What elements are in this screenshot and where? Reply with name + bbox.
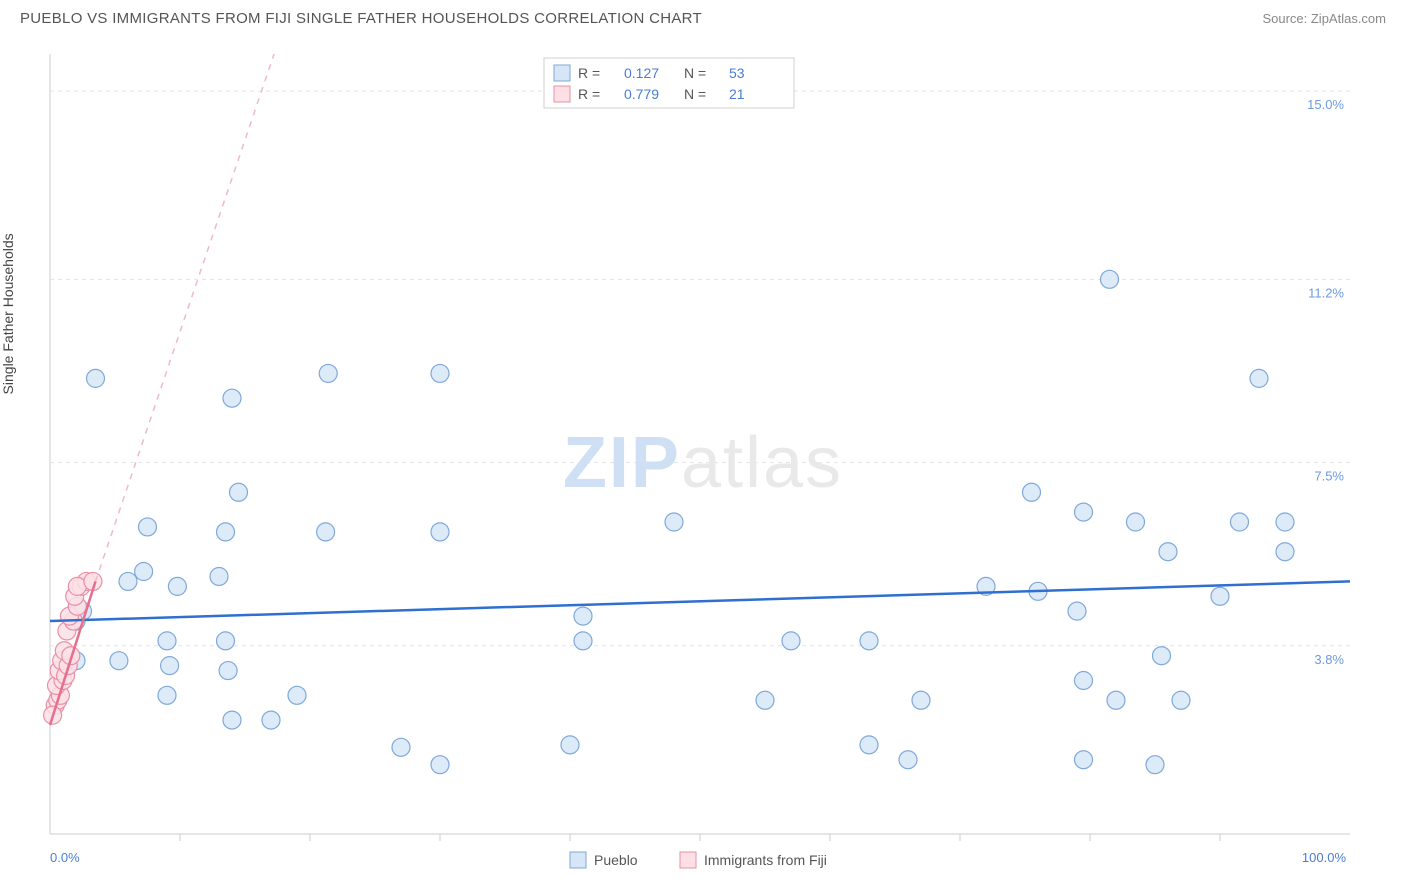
pueblo-point — [1153, 647, 1171, 665]
chart-container: Single Father Households ZIPatlas 3.8%7.… — [0, 42, 1406, 892]
pueblo-point — [1075, 503, 1093, 521]
stats-swatch-pueblo — [554, 65, 570, 81]
stats-swatch-fiji — [554, 86, 570, 102]
fiji-trendline-dashed — [96, 54, 275, 581]
pueblo-point — [1107, 691, 1125, 709]
pueblo-point — [217, 523, 235, 541]
pueblo-point — [431, 364, 449, 382]
pueblo-point — [899, 751, 917, 769]
stats-fiji-r: 0.779 — [624, 86, 659, 102]
pueblo-point — [262, 711, 280, 729]
pueblo-point — [161, 657, 179, 675]
pueblo-point — [431, 523, 449, 541]
pueblo-point — [1276, 543, 1294, 561]
pueblo-point — [110, 652, 128, 670]
pueblo-point — [319, 364, 337, 382]
pueblo-point — [392, 738, 410, 756]
pueblo-point — [1276, 513, 1294, 531]
pueblo-point — [230, 483, 248, 501]
pueblo-point — [574, 607, 592, 625]
pueblo-point — [317, 523, 335, 541]
stats-r-label: R = — [578, 65, 600, 81]
y-axis-label: Single Father Households — [0, 233, 16, 394]
pueblo-trendline — [50, 581, 1350, 621]
pueblo-point — [217, 632, 235, 650]
pueblo-point — [1159, 543, 1177, 561]
pueblo-point — [1068, 602, 1086, 620]
pueblo-point — [1231, 513, 1249, 531]
source-link[interactable]: ZipAtlas.com — [1311, 11, 1386, 26]
pueblo-point — [665, 513, 683, 531]
chart-source: Source: ZipAtlas.com — [1262, 11, 1386, 26]
pueblo-point — [119, 572, 137, 590]
source-prefix: Source: — [1262, 11, 1310, 26]
pueblo-point — [168, 577, 186, 595]
y-tick-label: 15.0% — [1307, 97, 1344, 112]
legend-label-pueblo: Pueblo — [594, 852, 638, 868]
y-tick-label: 11.2% — [1308, 285, 1344, 300]
pueblo-point — [561, 736, 579, 754]
stats-n-label: N = — [684, 65, 706, 81]
pueblo-point — [1075, 671, 1093, 689]
pueblo-point — [158, 686, 176, 704]
stats-n-label: N = — [684, 86, 706, 102]
pueblo-point — [219, 662, 237, 680]
pueblo-point — [210, 567, 228, 585]
pueblo-point — [158, 632, 176, 650]
chart-header: PUEBLO VS IMMIGRANTS FROM FIJI SINGLE FA… — [0, 0, 1406, 35]
stats-pueblo-r: 0.127 — [624, 65, 659, 81]
pueblo-point — [1172, 691, 1190, 709]
legend-label-fiji: Immigrants from Fiji — [704, 852, 827, 868]
pueblo-point — [574, 632, 592, 650]
pueblo-point — [782, 632, 800, 650]
pueblo-point — [1023, 483, 1041, 501]
pueblo-point — [135, 563, 153, 581]
y-tick-label: 3.8% — [1314, 652, 1344, 667]
legend-swatch-pueblo — [570, 852, 586, 868]
pueblo-point — [912, 691, 930, 709]
pueblo-point — [139, 518, 157, 536]
x-tick-label: 100.0% — [1302, 850, 1347, 865]
pueblo-point — [756, 691, 774, 709]
chart-svg: 3.8% 7.5% 11.2% 15.0% 0.0% 100.0% R = 0.127 N = 5… — [0, 42, 1406, 892]
pueblo-point — [1101, 270, 1119, 288]
pueblo-point — [1250, 369, 1268, 387]
pueblo-point — [1211, 587, 1229, 605]
pueblo-point — [223, 389, 241, 407]
chart-title: PUEBLO VS IMMIGRANTS FROM FIJI SINGLE FA… — [20, 10, 702, 27]
pueblo-point — [1146, 756, 1164, 774]
legend-swatch-fiji — [680, 852, 696, 868]
pueblo-point — [1075, 751, 1093, 769]
stats-fiji-n: 21 — [729, 86, 745, 102]
pueblo-point — [431, 756, 449, 774]
x-tick-label: 0.0% — [50, 850, 80, 865]
pueblo-point — [288, 686, 306, 704]
pueblo-point — [223, 711, 241, 729]
stats-pueblo-n: 53 — [729, 65, 745, 81]
pueblo-point — [860, 632, 878, 650]
stats-r-label: R = — [578, 86, 600, 102]
y-tick-label: 7.5% — [1314, 469, 1344, 484]
pueblo-point — [87, 369, 105, 387]
pueblo-point — [1127, 513, 1145, 531]
pueblo-point — [860, 736, 878, 754]
